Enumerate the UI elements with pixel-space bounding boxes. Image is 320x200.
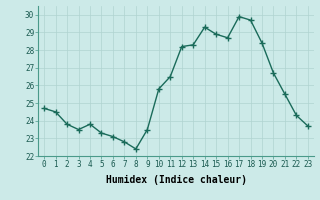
X-axis label: Humidex (Indice chaleur): Humidex (Indice chaleur)	[106, 175, 246, 185]
